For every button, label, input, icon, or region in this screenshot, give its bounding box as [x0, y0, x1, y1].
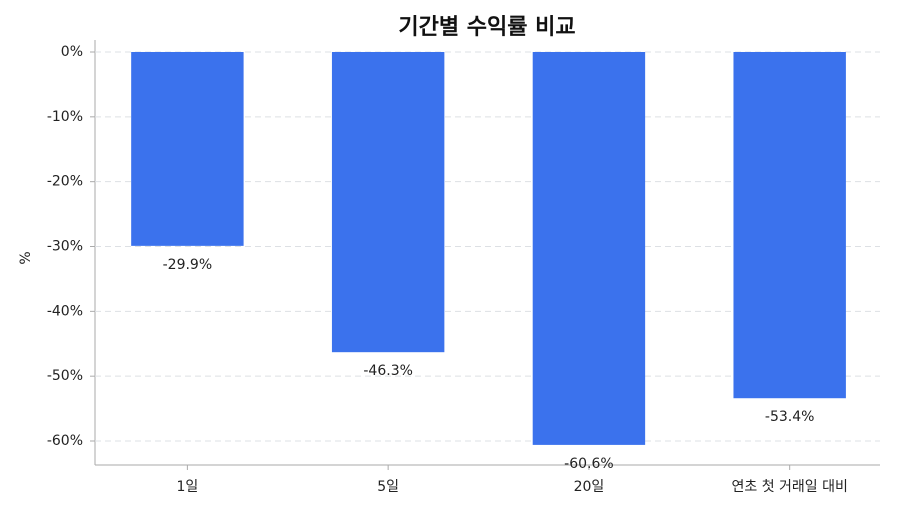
- y-tick-label: -50%: [47, 368, 83, 384]
- x-tick-label: 5일: [377, 479, 399, 495]
- bar: [331, 52, 445, 353]
- y-tick-label: -10%: [47, 109, 83, 125]
- x-tick-label: 1일: [176, 479, 198, 495]
- chart-title: 기간별 수익률 비교: [398, 15, 575, 40]
- value-label: -29.9%: [163, 257, 213, 273]
- y-axis-label: %: [18, 251, 34, 264]
- bar: [532, 52, 646, 445]
- y-tick-label: -40%: [47, 303, 83, 319]
- y-tick-label: -60%: [47, 433, 83, 449]
- x-tick-label: 20일: [574, 479, 605, 495]
- y-tick-label: -30%: [47, 239, 83, 255]
- value-label: -46.3%: [363, 363, 413, 379]
- value-label: -60.6%: [564, 456, 614, 472]
- value-label: -53.4%: [765, 409, 815, 425]
- x-tick-label: 연초 첫 거래일 대비: [731, 479, 847, 495]
- y-tick-label: 0%: [61, 44, 83, 60]
- y-tick-label: -20%: [47, 174, 83, 190]
- bar: [131, 52, 244, 246]
- bar: [733, 52, 846, 399]
